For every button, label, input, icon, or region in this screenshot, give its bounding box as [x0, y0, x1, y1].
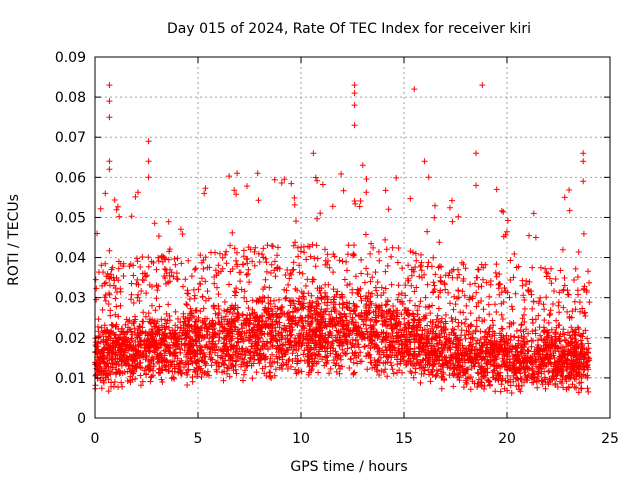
data-point-outlier [106, 158, 113, 165]
y-tick-label: 0.03 [55, 291, 86, 307]
data-point-outlier [561, 194, 568, 201]
data-point-outlier [234, 170, 241, 177]
y-tick-label: 0.06 [55, 170, 86, 186]
data-point-outlier [310, 150, 317, 157]
y-tick-label: 0.07 [55, 130, 86, 146]
x-tick-label: 25 [601, 431, 619, 447]
y-tick-label: 0.01 [55, 371, 86, 387]
data-point-outlier [145, 138, 152, 145]
data-point-outlier [201, 190, 208, 197]
data-point-outlier [254, 170, 261, 177]
axes: 0 0.01 0.02 0.03 0.04 0.05 0.06 0.07 0.08 0.09 0 5 1… [55, 50, 619, 447]
data-point-outlier [351, 102, 358, 109]
data-point-outlier [530, 210, 537, 217]
data-point-outlier [473, 182, 480, 189]
x-tick-label: 15 [395, 431, 413, 447]
y-tick-label: 0 [77, 411, 86, 427]
y-axis-label: ROTI / TECUs [6, 194, 22, 286]
data-point-outlier [359, 162, 366, 169]
data-point-outlier [145, 158, 152, 165]
x-tick-label: 20 [498, 431, 516, 447]
x-tick-label: 10 [292, 431, 310, 447]
data-point-outlier [106, 166, 113, 173]
y-tick-label: 0.05 [55, 210, 86, 226]
data-point-outlier [421, 158, 428, 165]
chart-title: Day 015 of 2024, Rate Of TEC Index for r… [167, 21, 531, 37]
data-point-outlier [102, 190, 109, 197]
x-axis-label: GPS time / hours [290, 459, 407, 475]
data-point-cloud [92, 171, 593, 396]
x-tick-label: 0 [91, 431, 100, 447]
y-tick-label: 0.02 [55, 331, 86, 347]
data-point-outlier [351, 82, 358, 89]
data-point-outlier [106, 82, 113, 89]
data-point-outlier [145, 174, 152, 181]
data-point-outlier [479, 82, 486, 89]
x-tick-label: 5 [194, 431, 203, 447]
data-point-outlier [473, 150, 480, 157]
data-point-outlier [411, 86, 418, 93]
data-point-outlier [580, 150, 587, 157]
data-point-outlier [580, 178, 587, 185]
data-point-outlier [580, 158, 587, 165]
data-point-outlier [351, 122, 358, 129]
y-tick-label: 0.04 [55, 251, 86, 267]
data-point-outlier [106, 114, 113, 121]
plot-frame [94, 56, 611, 419]
data-point-outlier [351, 90, 358, 97]
y-tick-label: 0.08 [55, 90, 86, 106]
data-point-outlier [106, 98, 113, 105]
data-points [92, 82, 593, 396]
data-point-outlier [493, 186, 500, 193]
data-point-outlier [425, 174, 432, 181]
y-tick-label: 0.09 [55, 50, 86, 66]
